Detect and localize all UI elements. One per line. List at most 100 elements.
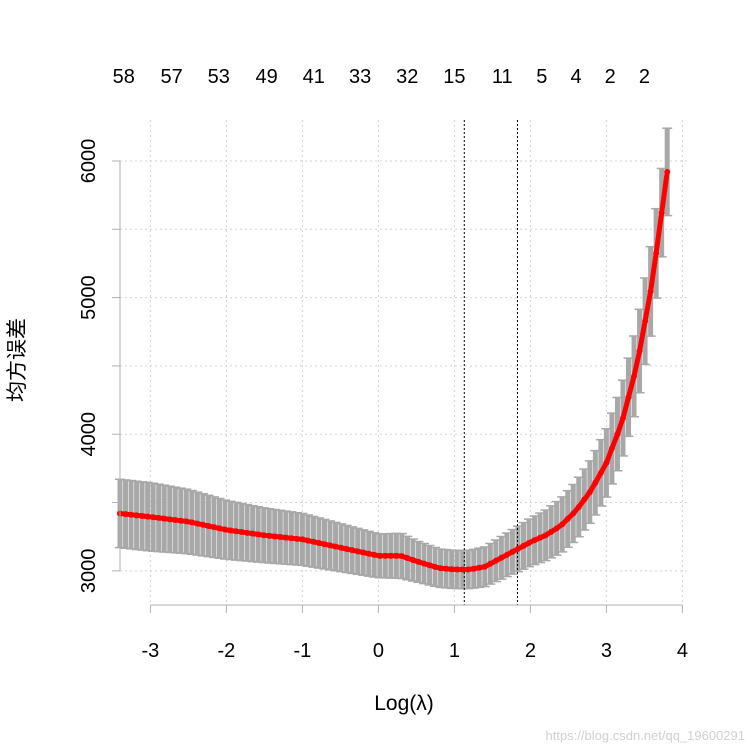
mse-point [559,521,566,528]
mse-point [404,555,411,562]
mse-point [354,548,361,555]
mse-point [233,528,240,535]
mse-point [498,554,505,561]
y-axis-title: 均方误差 [5,318,29,402]
mse-point [371,551,378,558]
mse-point [222,526,229,533]
mse-point [531,537,538,544]
x-tick-label: -2 [218,640,236,662]
top-axis-label: 33 [349,66,371,88]
mse-point [299,536,306,543]
mse-point [139,512,146,519]
mse-point [249,530,256,537]
x-tick-label: 2 [525,640,536,662]
top-axis-label: 32 [396,66,418,88]
mse-point [183,518,190,525]
mse-point [658,209,665,216]
mse-point [216,525,223,532]
top-axis-label: 41 [303,66,325,88]
mse-point [570,510,577,517]
mse-point [238,529,245,536]
mse-point [459,566,466,573]
mse-point [144,513,151,520]
mse-point [255,531,262,538]
mse-point [625,394,632,401]
mse-point [382,552,389,559]
mse-point [260,532,267,539]
mse-point [636,348,643,355]
mse-point [205,522,212,529]
mse-point [210,524,217,531]
mse-point [343,545,350,552]
mse-point [244,529,251,536]
mse-point [631,373,638,380]
mse-point [664,168,671,175]
top-axis: 58 57 53 49 41 33 32 15 11 5 4 2 2 [113,66,650,88]
mse-point [161,515,168,522]
mse-point [586,489,593,496]
top-axis-label: 2 [605,66,616,88]
mse-point [327,542,334,549]
top-axis-label: 49 [256,66,278,88]
mse-point [277,534,284,541]
x-tick-label: -1 [294,640,312,662]
mse-point [603,459,610,466]
mse-point [393,552,400,559]
mse-point [133,512,140,519]
mse-point [581,496,588,503]
mse-point [597,469,604,476]
x-tick-label: 3 [601,640,612,662]
mse-point [470,565,477,572]
mse-point [642,318,649,325]
mse-point [520,542,527,549]
mse-point [564,515,571,522]
x-tick-label: 0 [373,640,384,662]
grid [120,120,690,605]
mse-point [481,563,488,570]
mse-point [542,532,549,539]
mse-point [553,525,560,532]
mse-point [315,539,322,546]
mse-point [150,514,157,521]
mse-point [619,415,626,422]
mse-point [614,431,621,438]
mse-point [360,549,367,556]
mse-point [592,479,599,486]
top-axis-label: 58 [113,66,135,88]
mse-point [177,517,184,524]
watermark: https://blog.csdn.net/qq_19600291 [546,728,746,743]
x-tick-label: 1 [449,640,460,662]
mse-point [122,511,129,518]
x-axis-title: Log(λ) [374,692,434,715]
mse-point [349,547,356,554]
mse-point [266,532,273,539]
x-tick-label: -3 [142,640,160,662]
mse-point [310,538,317,545]
x-tick-label: 4 [677,640,688,662]
mse-point [338,544,345,551]
mse-point [409,557,416,564]
mse-point [421,560,427,567]
mse-point [227,527,234,534]
top-axis-label: 53 [208,66,230,88]
mse-point [437,565,444,572]
top-axis-label: 15 [443,66,465,88]
mse-point [454,566,461,573]
top-axis-label: 5 [536,66,547,88]
mse-point [271,533,278,540]
reference-lines [463,120,518,605]
mse-point [537,534,544,541]
y-tick-label: 5000 [78,275,100,320]
mse-point [476,564,483,571]
mse-point [415,558,422,565]
mse-point [503,551,510,558]
mse-point [426,562,433,569]
mse-point [365,550,372,557]
mse-point [332,543,339,550]
mse-point [188,519,195,526]
y-tick-label: 6000 [78,139,100,184]
mse-point [492,557,499,564]
mse-point [575,504,582,511]
mse-point [548,528,555,535]
